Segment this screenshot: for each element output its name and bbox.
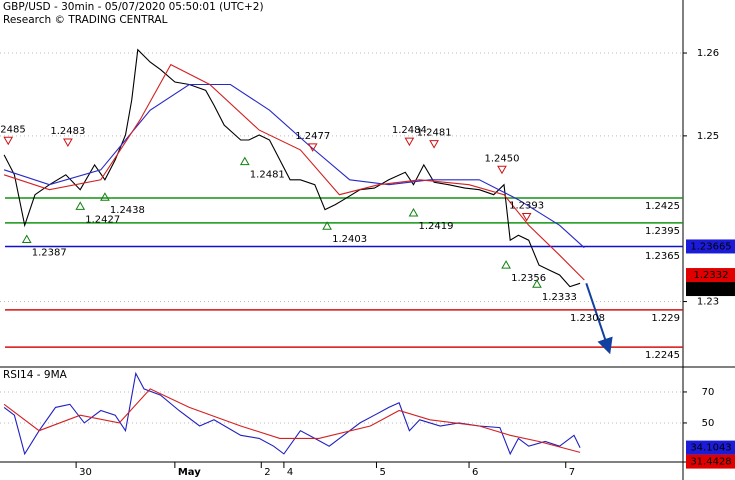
signal-label: 1.2356 xyxy=(511,273,546,284)
x-tick-label: 7 xyxy=(569,467,575,478)
y-tick-label: 1.26 xyxy=(697,48,719,59)
level-label: 1.2395 xyxy=(645,226,680,237)
series-line xyxy=(3,371,581,456)
signal-triangle xyxy=(100,192,110,201)
signal-label: 1.2481 xyxy=(417,128,452,139)
signal-triangle xyxy=(322,221,332,230)
signal-label: 1.2387 xyxy=(32,247,67,258)
price-box xyxy=(686,454,735,469)
price-box-label: 1.2322 xyxy=(694,284,729,295)
signal-triangle xyxy=(532,279,542,288)
x-tick-label: May xyxy=(178,467,201,478)
signal-label: 1.2485 xyxy=(0,124,26,135)
signal-label: 1.2483 xyxy=(50,126,85,137)
forecast-arrow xyxy=(585,282,613,355)
y-tick-label: 1.23 xyxy=(697,297,719,308)
signal-triangle xyxy=(521,213,532,222)
signal-triangle xyxy=(3,136,14,146)
signal-triangle xyxy=(63,138,73,147)
chart-title: GBP/USD - 30min - 05/07/2020 05:50:01 (U… xyxy=(3,1,264,13)
signal-triangle xyxy=(501,260,511,269)
signal-triangle xyxy=(429,140,439,149)
y-tick-label: 50 xyxy=(702,418,715,429)
signal-label: 1.2484 xyxy=(392,125,427,136)
price-box xyxy=(686,440,735,455)
signal-triangle xyxy=(404,137,415,147)
x-tick-label: 2 xyxy=(264,467,270,478)
signal-label: 1.2419 xyxy=(419,221,454,232)
signal-label: 1.2403 xyxy=(332,234,367,245)
signal-label: 1.2393 xyxy=(509,201,544,212)
y-tick-label: 70 xyxy=(702,387,715,398)
price-box-label: 1.2332 xyxy=(694,270,729,281)
y-tick-label: 1.25 xyxy=(697,131,719,142)
series-line xyxy=(3,48,581,288)
price-box-label: 31.4428 xyxy=(690,457,731,468)
series-line xyxy=(3,83,585,249)
series-line xyxy=(3,63,585,281)
x-tick-label: 4 xyxy=(287,467,293,478)
level-label: 1.229 xyxy=(651,313,680,324)
signal-label: 1.2450 xyxy=(484,153,519,164)
signal-triangle xyxy=(239,156,250,166)
signal-label: 1.2438 xyxy=(110,205,145,216)
series-line xyxy=(3,388,581,453)
note-label: 1.2365 xyxy=(645,251,680,262)
signal-triangle xyxy=(307,143,318,152)
rsi-title: RSI14 - 9MA xyxy=(3,369,68,381)
signal-triangle xyxy=(497,165,507,175)
note-label: 1.2308 xyxy=(570,313,605,324)
signal-label: 1.2333 xyxy=(542,292,577,303)
signal-label: 1.2427 xyxy=(85,214,120,225)
level-label: 1.2245 xyxy=(645,350,680,361)
level-label: 1.2425 xyxy=(645,201,680,212)
price-box-label: 1.23665 xyxy=(690,241,731,252)
price-box xyxy=(686,268,735,283)
signal-triangle xyxy=(21,234,32,243)
signal-triangle xyxy=(408,207,419,217)
signal-triangle xyxy=(75,201,86,210)
price-box xyxy=(686,282,735,297)
price-box xyxy=(686,239,735,254)
price-box-label: 34.1043 xyxy=(690,443,731,454)
x-tick-label: 6 xyxy=(472,467,478,478)
x-tick-label: 30 xyxy=(79,467,92,478)
signal-label: 1.2481 xyxy=(250,170,285,181)
x-tick-label: 5 xyxy=(379,467,385,478)
signal-label: 1.2477 xyxy=(295,131,330,142)
chart-subtitle: Research © TRADING CENTRAL xyxy=(3,14,168,26)
